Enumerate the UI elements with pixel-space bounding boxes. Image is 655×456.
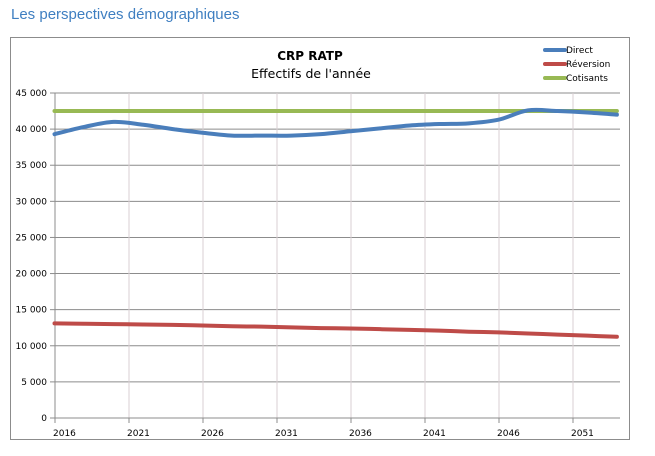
x-tick-label: 2051 xyxy=(571,429,594,439)
x-tick-label: 2031 xyxy=(275,429,298,439)
section-title: Les perspectives démographiques xyxy=(11,6,240,23)
legend-label: Cotisants xyxy=(566,74,608,84)
chart-title: CRP RATP xyxy=(277,49,343,63)
y-gridlines xyxy=(50,92,620,419)
series-lines xyxy=(52,107,619,339)
y-tick-label: 35 000 xyxy=(16,161,48,171)
y-tick-labels: 0 5 000 10 000 15 000 20 000 25 000 30 000 35 0… xyxy=(16,89,48,424)
legend-label: Direct xyxy=(566,46,593,56)
x-tick-label: 2046 xyxy=(497,429,520,439)
x-tick-labels: 2016 2021 2026 2031 2036 2041 2046 2051 xyxy=(53,429,594,439)
x-tick-label: 2041 xyxy=(423,429,446,439)
x-tick-label: 2036 xyxy=(349,429,372,439)
x-tick-label: 2026 xyxy=(201,429,224,439)
legend-label: Réversion xyxy=(566,59,610,70)
y-tick-label: 10 000 xyxy=(16,342,48,352)
y-tick-label: 40 000 xyxy=(16,125,48,135)
axes xyxy=(54,93,620,423)
y-tick-label: 45 000 xyxy=(16,89,48,99)
y-tick-label: 30 000 xyxy=(16,197,48,207)
legend: Direct Réversion Cotisants xyxy=(543,46,610,84)
y-tick-label: 25 000 xyxy=(16,233,48,243)
x-tick-label: 2016 xyxy=(53,429,76,439)
series-line-direct xyxy=(52,107,619,138)
chart-subtitle: Effectifs de l'année xyxy=(251,66,371,81)
y-tick-label: 5 000 xyxy=(21,378,47,388)
x-tick-label: 2021 xyxy=(127,429,150,439)
y-tick-label: 20 000 xyxy=(16,270,48,280)
y-tick-label: 15 000 xyxy=(16,306,48,316)
y-tick-label: 0 xyxy=(41,414,47,424)
x-gridlines xyxy=(54,93,574,423)
series-line-r-version xyxy=(52,321,619,339)
chart-frame xyxy=(10,37,630,440)
